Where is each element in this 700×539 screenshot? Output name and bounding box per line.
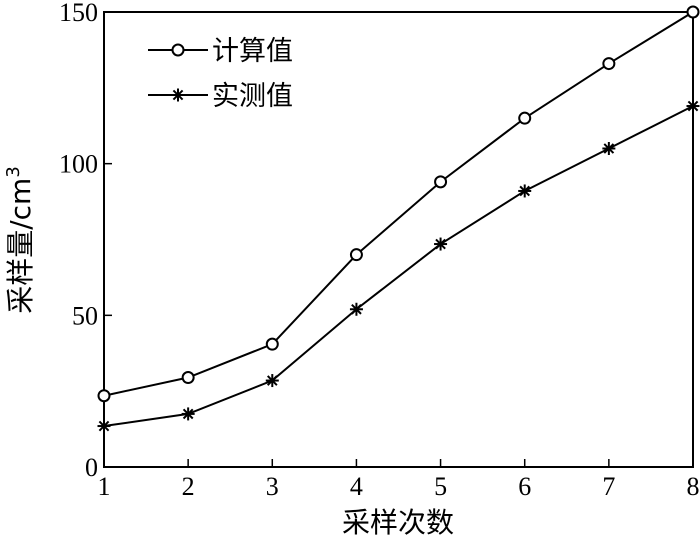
series-2-point-7 [602,142,616,155]
series-1-point-3 [265,337,279,351]
series-line-1 [103,11,694,397]
legend-marker-circle [171,43,185,57]
plot-axes [103,11,694,468]
x-tick-label-4: 4 [350,472,363,501]
y-axis-title-main: 采样量/cm [4,178,37,314]
legend-marker-asterisk [171,88,185,102]
legend-label-1: 计算值 [212,36,293,67]
x-tick-label-7: 7 [602,472,615,501]
tick-marks [103,11,694,468]
series-2-point-5 [434,237,448,251]
y-tick-label-0: 0 [85,453,98,482]
series-2-point-2 [181,407,195,421]
x-tick-label-6: 6 [518,472,531,501]
series-2-point-8 [686,99,700,113]
series-1-point-4 [349,248,363,262]
series-1-point-2 [181,371,195,385]
series-markers [97,5,700,433]
y-axis-title-superscript: 3 [3,166,24,177]
series-1-point-1 [97,389,111,403]
x-tick-label-8: 8 [687,472,700,501]
plot-frame [103,11,694,468]
tick-labels: 1 2 3 4 5 6 7 8 0 50 100 150 [59,0,700,501]
x-tick-label-3: 3 [266,472,279,501]
x-axis-title: 采样次数 [342,506,454,539]
x-tick-label-5: 5 [434,472,447,501]
y-tick-label-100: 100 [59,150,98,179]
legend-item-1: 计算值 [148,36,293,67]
x-tick-label-2: 2 [182,472,195,501]
series-2-point-6 [518,184,532,198]
legend-label-2: 实测值 [212,81,293,112]
series-line-2 [103,105,694,428]
series-2-point-4 [349,302,363,316]
series-1-point-8 [686,5,700,19]
legend-item-2: 实测值 [148,81,293,112]
series-2-point-1 [97,419,111,433]
y-tick-label-150: 150 [59,0,98,27]
series-1-point-6 [518,111,532,125]
series-2-point-3 [265,374,279,388]
series-1-point-7 [602,57,616,71]
series-1-point-5 [434,175,448,189]
x-tick-label-1: 1 [98,472,111,501]
series-lines [103,11,694,428]
y-tick-label-50: 50 [72,301,98,330]
y-axis-title: 采样量/cm3 [3,166,37,314]
